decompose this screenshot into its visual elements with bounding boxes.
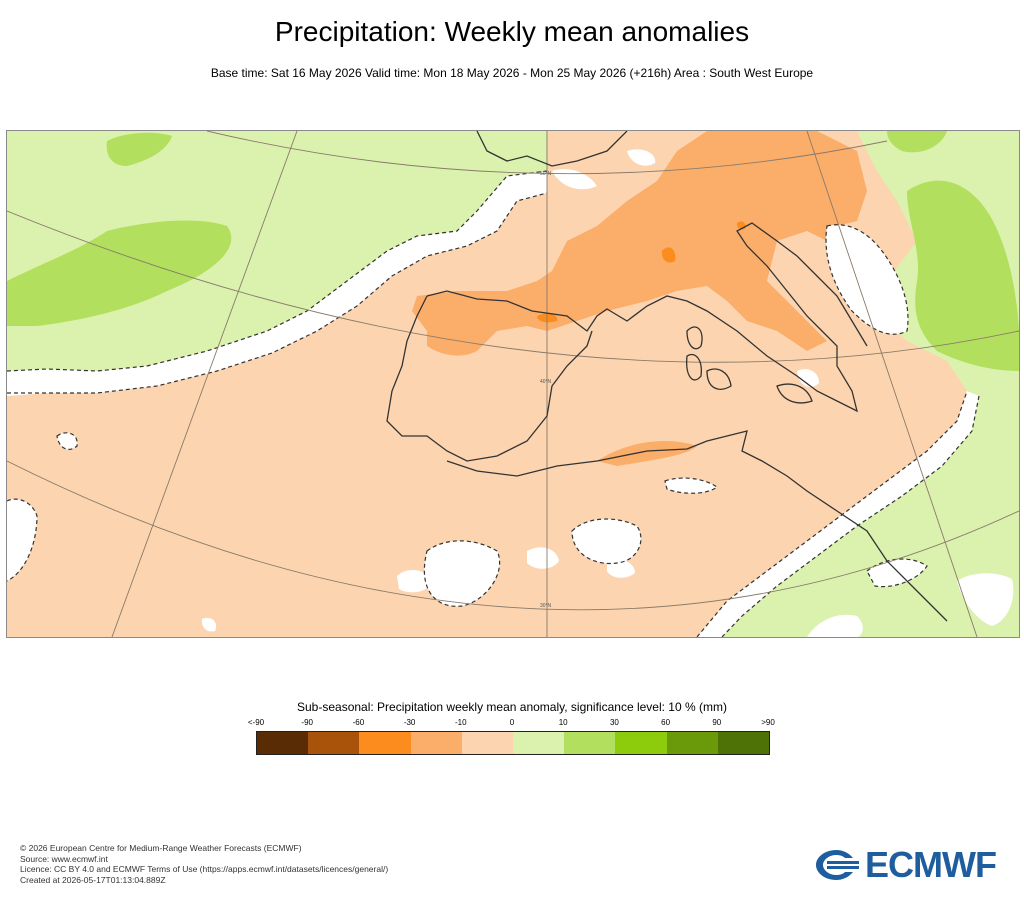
grid-label-50N: 50°N [540, 171, 552, 177]
legend-swatch [717, 732, 770, 754]
chart-subtitle: Base time: Sat 16 May 2026 Valid time: M… [210, 66, 814, 80]
north-nonsig [627, 149, 656, 166]
footer-source: Source: www.ecmwf.int [20, 853, 108, 864]
legend-labels: <-90 -90 -60 -30 -10 0 10 30 60 90 >90 [248, 718, 775, 730]
ecmwf-logo-text: ECMWF [865, 844, 997, 885]
legend-tick-label: 10 [558, 718, 568, 727]
graticule [7, 131, 1019, 637]
algeria-nonsig [665, 478, 717, 494]
italy-south-nonsig [797, 369, 819, 387]
sahara-nonsig-2 [424, 540, 500, 607]
legend-tick-label: <-90 [247, 718, 265, 727]
se-nonsig-2 [867, 559, 927, 587]
footer-credits: © 2026 European Centre for Medium-Range … [20, 843, 388, 885]
alps-dry-60 [661, 247, 676, 263]
legend-tick-label: -90 [301, 718, 313, 727]
legend-title: Sub-seasonal: Precipitation weekly mean … [297, 700, 727, 714]
legend-tick-label: 0 [509, 718, 515, 727]
sahara-nonsig-5 [607, 559, 635, 578]
south-east-nonsig [697, 391, 979, 637]
northeast-wet-spot [887, 131, 947, 153]
footer-licence: Licence: CC BY 4.0 and ECMWF Terms of Us… [20, 864, 389, 874]
svg-text:40°N: 40°N [540, 379, 552, 385]
legend-tick-label: -10 [455, 718, 467, 727]
sahara-nonsig-1 [572, 519, 641, 564]
atlantic-wet-core [7, 220, 232, 326]
balkans-wet-core [907, 180, 1019, 371]
atlantic-wet-area [7, 131, 547, 371]
map-canvas: 50°N 40°N 30°N [7, 131, 1019, 637]
legend-swatch [359, 732, 411, 754]
ecmwf-logo: ECMWF [813, 844, 997, 885]
legend-tick-label: -30 [403, 718, 416, 727]
legend-swatch [410, 732, 462, 754]
west-nonsig-1 [7, 499, 37, 581]
atlantic-wet-spot [106, 132, 172, 166]
legend-tick-label: 30 [609, 718, 619, 727]
atlantic-nonsig-band [7, 171, 547, 396]
legend-swatch [564, 732, 616, 754]
legend-tick-label: 90 [712, 718, 722, 727]
svg-text:30°N: 30°N [540, 603, 552, 609]
legend-swatch [666, 732, 718, 754]
svg-text:50°N: 50°N [540, 171, 552, 177]
significance-contours [7, 170, 980, 637]
legend-tick-label: -60 [352, 718, 365, 727]
north-nonsig-2 [552, 169, 597, 190]
coastlines [386, 131, 948, 622]
chart-title: Precipitation: Weekly mean anomalies [274, 16, 750, 47]
grid-label-40N: 40°N [540, 379, 552, 385]
legend-tick-label: 60 [661, 718, 671, 727]
legend-color-bar [256, 731, 770, 755]
footer-copyright: © 2026 European Centre for Medium-Range … [20, 843, 302, 853]
legend-swatch [461, 732, 514, 754]
footer-created: Created at 2026-05-17T01:13:04.889Z [20, 874, 166, 885]
central-dry-30 [412, 131, 867, 351]
se-nonsig-1 [807, 614, 863, 637]
se-nonsig-3 [957, 573, 1014, 626]
sahara-nonsig-3 [397, 569, 432, 593]
ecmwf-logo-icon [816, 850, 859, 880]
sahara-nonsig-4 [527, 547, 559, 569]
legend-swatch [308, 732, 360, 754]
legend-swatch [257, 732, 309, 754]
anomaly-map: 50°N 40°N 30°N [6, 130, 1020, 638]
legend-tick-label: >90 [761, 718, 775, 727]
west-nonsig-3 [201, 617, 217, 632]
spain-dry-30 [427, 329, 477, 356]
balkans-nonsig [826, 224, 908, 335]
legend-swatch [513, 732, 565, 754]
algeria-dry-30 [597, 441, 697, 466]
grid-label-30N: 30°N [540, 603, 552, 609]
legend-swatch [615, 732, 667, 754]
west-nonsig-2 [57, 432, 78, 450]
